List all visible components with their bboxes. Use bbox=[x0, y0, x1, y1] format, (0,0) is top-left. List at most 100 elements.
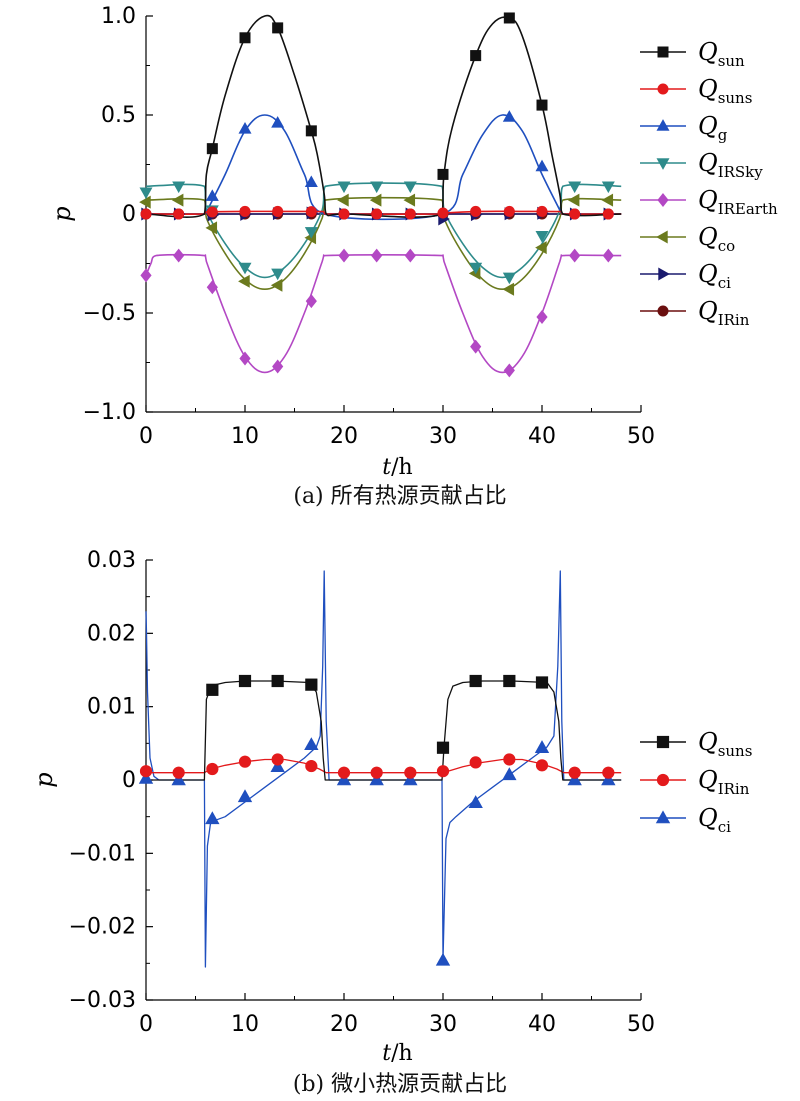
marker-IRin bbox=[568, 766, 581, 779]
marker-ci bbox=[403, 772, 418, 786]
marker-suns bbox=[272, 205, 284, 217]
marker-ci bbox=[502, 767, 517, 781]
legend-label-IRin: QIRin bbox=[698, 766, 750, 798]
y-tick-label: −0.03 bbox=[69, 988, 136, 1013]
marker-suns bbox=[470, 205, 482, 217]
marker-sun bbox=[503, 12, 515, 24]
marker-co bbox=[601, 193, 614, 207]
legend-item-ci: Qci bbox=[640, 804, 731, 836]
marker-IRin bbox=[238, 755, 252, 768]
series-line-co bbox=[145, 196, 622, 290]
marker-IREarth bbox=[536, 309, 548, 324]
series-markers bbox=[139, 12, 616, 378]
marker-sun bbox=[305, 125, 317, 137]
x-tick-label: 50 bbox=[627, 424, 655, 449]
legend-label-IREarth: QIREarth bbox=[698, 186, 778, 218]
marker-suns bbox=[503, 674, 516, 688]
marker-co bbox=[535, 241, 547, 255]
y-tick-label: 0 bbox=[122, 202, 136, 227]
marker-ci bbox=[567, 772, 582, 786]
marker-IRSky bbox=[568, 181, 582, 194]
marker-IRin bbox=[172, 766, 185, 779]
series-line-sun bbox=[145, 14, 622, 218]
marker-IREarth bbox=[338, 248, 350, 263]
marker-g bbox=[502, 110, 516, 122]
legend-swatch-marker bbox=[658, 267, 670, 281]
x-tick-label: 10 bbox=[231, 424, 259, 449]
chart-panel-a: 0 10 20 30 40 50−1.0−0.500.51.0t/hpQsunQsunsQ… bbox=[48, 4, 778, 480]
marker-suns bbox=[206, 683, 219, 696]
marker-g bbox=[238, 122, 252, 134]
marker-IRSky bbox=[271, 268, 285, 281]
marker-suns bbox=[569, 208, 581, 220]
legend-label-ci: Qci bbox=[698, 804, 731, 836]
legend-item-sun: Qsun bbox=[640, 38, 745, 70]
legend-swatch-marker bbox=[656, 158, 670, 170]
legend-swatch-marker bbox=[657, 305, 669, 317]
caption-a: (a) 所有热源贡献占比 bbox=[293, 484, 507, 509]
marker-ci bbox=[205, 811, 220, 825]
marker-sun bbox=[536, 99, 548, 111]
legend-swatch-marker bbox=[656, 735, 670, 749]
marker-g bbox=[205, 189, 219, 201]
series-line-ci bbox=[145, 570, 622, 968]
marker-IRin bbox=[602, 766, 615, 779]
marker-ci bbox=[534, 740, 550, 753]
legend-swatch-marker bbox=[657, 46, 669, 58]
marker-suns bbox=[238, 674, 252, 688]
marker-IREarth bbox=[371, 248, 383, 263]
x-axis-label: t/h bbox=[382, 455, 412, 480]
marker-suns bbox=[239, 205, 251, 217]
marker-IREarth bbox=[602, 248, 614, 263]
marker-IRin bbox=[206, 762, 219, 776]
marker-IRin bbox=[404, 766, 417, 779]
y-tick-label: −0.5 bbox=[83, 301, 136, 326]
marker-ci bbox=[270, 759, 285, 773]
marker-IRin bbox=[436, 765, 450, 778]
legend-item-ci: Qci bbox=[640, 260, 731, 292]
marker-IRin bbox=[370, 766, 383, 779]
legend-item-IRSky: QIRSky bbox=[640, 149, 763, 181]
legend-label-suns: Qsuns bbox=[698, 728, 752, 760]
marker-IRSky bbox=[535, 231, 549, 243]
marker-ci bbox=[468, 795, 483, 808]
legend: Qsuns QIRin Qci bbox=[640, 728, 752, 836]
y-tick-label: 0.03 bbox=[87, 548, 136, 573]
x-tick-label: 0 bbox=[139, 424, 153, 449]
marker-co bbox=[171, 193, 184, 207]
marker-IRin bbox=[337, 766, 351, 779]
marker-co bbox=[502, 282, 515, 296]
y-tick-label: 0.01 bbox=[87, 695, 136, 720]
marker-suns bbox=[140, 208, 152, 220]
marker-suns bbox=[371, 208, 383, 220]
marker-IREarth bbox=[470, 339, 482, 354]
marker-co bbox=[238, 274, 250, 288]
legend-item-IREarth: QIREarth bbox=[640, 186, 778, 218]
marker-IRSky bbox=[304, 227, 318, 239]
marker-IREarth bbox=[206, 280, 218, 295]
marker-IREarth bbox=[569, 248, 581, 263]
marker-IRSky bbox=[238, 262, 252, 275]
y-tick-label: −0.01 bbox=[69, 841, 136, 866]
marker-suns bbox=[437, 207, 449, 219]
chart-panel-b: 0 10 20 30 40 50 −0.03 −0.02 −0.01 0 0.01 0.02 0.03 t… bbox=[30, 548, 752, 1066]
marker-suns bbox=[173, 208, 185, 220]
legend-label-g: Qg bbox=[698, 112, 728, 144]
marker-IREarth bbox=[239, 351, 251, 366]
legend-item-suns: Qsuns bbox=[640, 728, 752, 760]
marker-IRSky bbox=[403, 181, 417, 194]
legend-swatch-marker bbox=[656, 119, 670, 131]
legend-label-IRin: QIRin bbox=[698, 297, 750, 329]
marker-IRSky bbox=[502, 272, 516, 285]
series-markers bbox=[138, 674, 616, 966]
legend-item-co: Qco bbox=[640, 223, 735, 255]
x-tick-label: 20 bbox=[330, 1012, 358, 1037]
legend-label-suns: Qsuns bbox=[698, 75, 752, 107]
caption-b: (b) 微小热源贡献占比 bbox=[292, 1072, 508, 1097]
marker-IRSky bbox=[601, 181, 615, 194]
y-tick-label: 0.5 bbox=[101, 103, 136, 128]
legend-label-co: Qco bbox=[698, 223, 735, 255]
marker-g bbox=[535, 159, 549, 172]
marker-IREarth bbox=[305, 294, 317, 309]
